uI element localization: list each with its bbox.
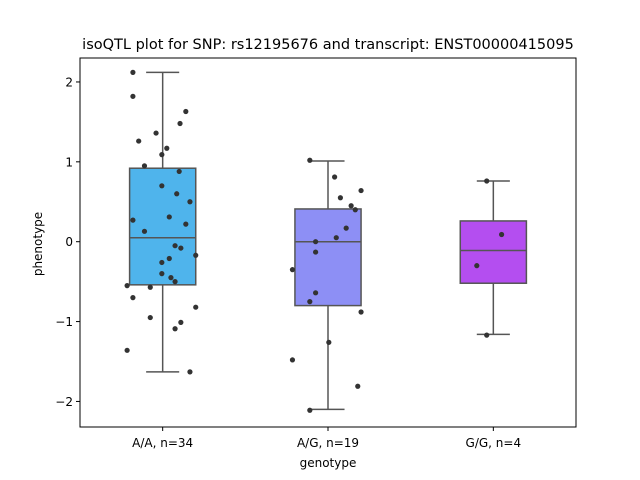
data-point [313, 249, 319, 255]
data-point [166, 214, 172, 220]
data-point [355, 383, 361, 389]
data-point [187, 369, 193, 375]
data-point [343, 225, 349, 231]
data-point [136, 138, 142, 144]
data-point [332, 174, 338, 180]
chart-title: isoQTL plot for SNP: rs12195676 and tran… [82, 37, 574, 53]
data-point [307, 157, 313, 163]
data-point [177, 120, 183, 127]
data-point [141, 163, 148, 169]
y-tick-label: −2 [55, 395, 73, 409]
data-point [159, 152, 165, 158]
data-point [352, 207, 358, 213]
data-point [326, 339, 332, 345]
data-point [130, 217, 136, 223]
box-ag [294, 160, 362, 411]
data-point [193, 304, 199, 310]
data-point [172, 326, 178, 332]
data-point [130, 69, 136, 75]
data-point [474, 263, 480, 269]
data-point [172, 279, 178, 285]
data-point [313, 239, 319, 245]
data-point [484, 178, 490, 184]
y-tick-label: 0 [65, 235, 73, 249]
x-axis-ticks: A/A, n=34 A/G, n=19 G/G, n=4 [132, 427, 521, 450]
data-point [337, 195, 343, 201]
data-point [176, 168, 182, 175]
data-point [484, 332, 490, 338]
data-point [130, 295, 136, 301]
data-point [172, 243, 178, 249]
data-point [178, 319, 184, 325]
data-point [183, 221, 189, 227]
data-point [333, 235, 339, 241]
data-point [168, 275, 174, 281]
data-point [166, 255, 172, 262]
data-points [124, 69, 505, 413]
data-point [307, 299, 313, 305]
data-point [307, 407, 313, 413]
data-point [159, 271, 165, 277]
y-tick-label: −1 [55, 315, 73, 329]
data-point [499, 231, 505, 238]
data-point [178, 245, 184, 251]
data-point [289, 267, 296, 273]
x-axis-label: genotype [300, 456, 357, 470]
data-point [358, 187, 364, 194]
data-point [187, 199, 193, 205]
x-tick-label: A/A, n=34 [132, 436, 193, 450]
data-point [159, 259, 165, 266]
data-point [183, 108, 189, 115]
boxes [128, 71, 528, 411]
data-point [124, 347, 130, 353]
data-point [130, 93, 136, 99]
data-point [289, 357, 296, 363]
data-point [147, 314, 153, 321]
iqr-box [294, 208, 362, 307]
data-point [313, 290, 319, 296]
data-point [358, 309, 364, 315]
iqr-box [459, 220, 528, 284]
y-axis-label: phenotype [31, 212, 45, 276]
x-tick-label: A/G, n=19 [297, 436, 359, 450]
data-point [348, 203, 354, 209]
data-point [124, 283, 130, 289]
y-tick-label: 2 [65, 75, 73, 89]
y-tick-label: 1 [65, 155, 73, 169]
data-point [164, 145, 170, 151]
y-axis-ticks: −2 −1 0 1 2 [55, 75, 80, 409]
box-gg [459, 180, 528, 336]
data-point [174, 191, 180, 197]
data-point [147, 284, 153, 290]
data-point [159, 183, 165, 189]
data-point [153, 130, 159, 136]
data-point [193, 252, 199, 258]
x-tick-label: G/G, n=4 [466, 436, 522, 450]
data-point [141, 228, 148, 234]
